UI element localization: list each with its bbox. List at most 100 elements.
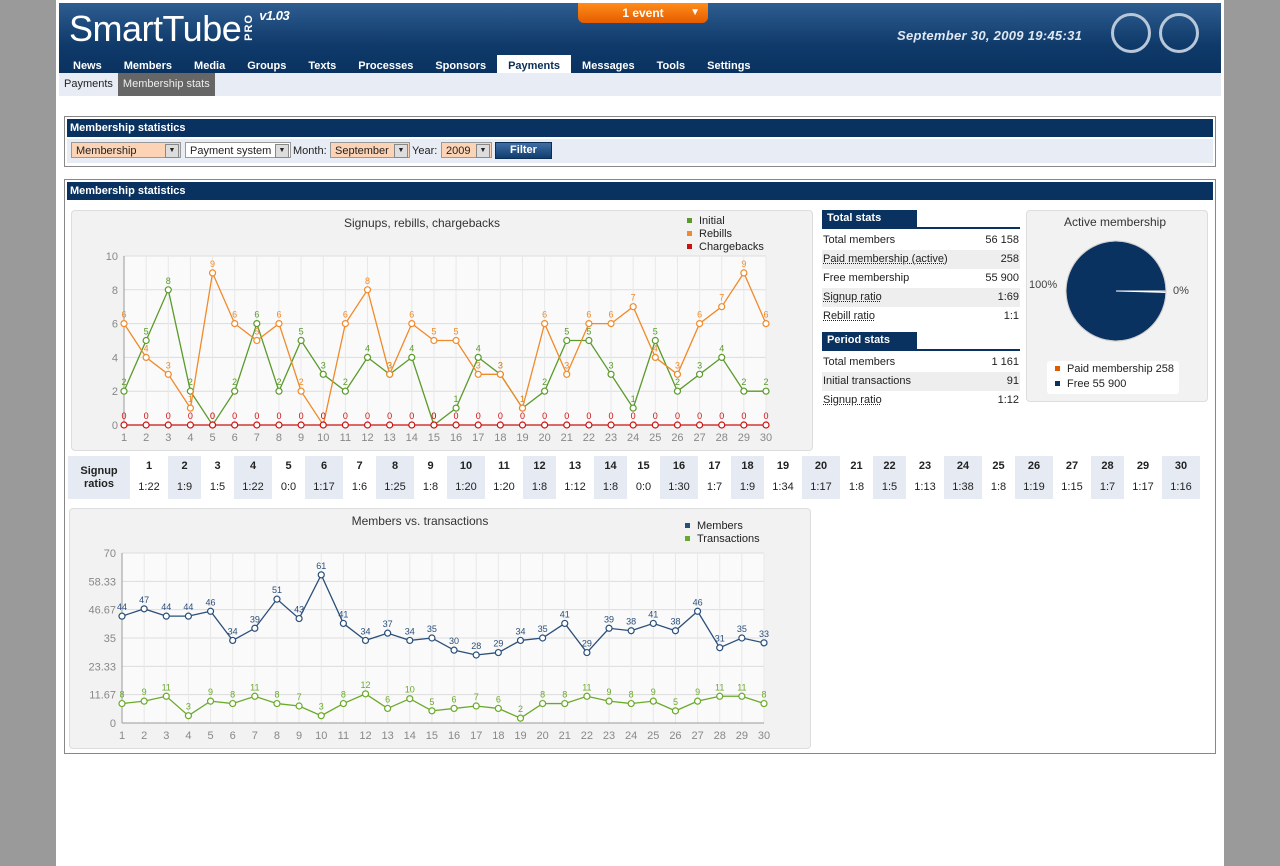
data-point <box>186 404 195 412</box>
data-label: 44 <box>161 602 171 612</box>
data-point <box>319 370 327 378</box>
pie-label: 100% <box>1029 279 1057 291</box>
nav-payments[interactable]: Payments <box>497 55 572 76</box>
data-label: 3 <box>697 360 702 370</box>
data-label: 0 <box>741 411 746 421</box>
data-label: 46 <box>693 597 703 607</box>
data-label: 30 <box>449 636 459 646</box>
data-point <box>583 648 591 657</box>
stat-label: Total members <box>823 356 896 368</box>
stat-label: Total members <box>823 234 896 246</box>
data-point <box>363 286 372 294</box>
legend-marker <box>685 523 690 528</box>
nav-groups[interactable]: Groups <box>247 60 287 72</box>
data-point <box>649 697 657 705</box>
stat-label[interactable]: Signup ratio <box>823 394 882 406</box>
x-tick-label: 29 <box>738 432 750 444</box>
x-tick-label: 13 <box>384 432 396 444</box>
year-select[interactable]: 2009 ▼ <box>441 142 492 158</box>
filter-panel: Membership statistics Membership ▼ Paymen… <box>64 116 1216 167</box>
ratio-value: 1:7 <box>706 481 723 493</box>
data-point <box>605 697 613 705</box>
data-point <box>231 319 239 328</box>
data-label: 6 <box>452 694 457 704</box>
ratio-day: 6 <box>320 460 328 472</box>
nav-sponsors[interactable]: Sponsors <box>435 60 487 72</box>
active-membership-svg: Active membership 100% 0% Paid membership 2… <box>1029 215 1189 394</box>
nav-texts[interactable]: Texts <box>308 60 337 72</box>
ratio-value: 1:17 <box>810 481 832 493</box>
data-label: 11 <box>737 682 746 692</box>
data-label: 1 <box>454 394 459 404</box>
nav-news[interactable]: News <box>73 60 102 72</box>
data-label: 2 <box>518 704 523 714</box>
ratio-day: 7 <box>356 460 363 472</box>
subnav-membership-stats[interactable]: Membership stats <box>117 73 215 96</box>
ratio-day: 9 <box>427 460 434 472</box>
subnav-payments[interactable]: Payments <box>64 78 113 90</box>
ratio-day: 14 <box>604 460 617 472</box>
data-label: 8 <box>562 690 567 700</box>
data-label: 2 <box>343 377 348 387</box>
data-point <box>317 571 325 579</box>
ratio-cell: 22 1:5 <box>873 456 906 499</box>
data-label: 5 <box>454 327 459 337</box>
filter-button[interactable]: Filter <box>495 142 552 159</box>
data-label: 1 <box>520 394 525 404</box>
data-label: 1 <box>631 394 636 404</box>
ratio-value: 1:13 <box>914 481 936 493</box>
filter-bar: Membership ▼ Payment system ▼ Month: Septe… <box>67 139 1213 163</box>
data-point <box>607 319 615 328</box>
stat-label[interactable]: Signup ratio <box>823 291 882 303</box>
data-label: 0 <box>188 411 193 421</box>
data-label: 0 <box>299 411 304 421</box>
user-icon[interactable] <box>1159 13 1199 53</box>
x-tick-label: 5 <box>209 432 215 444</box>
x-tick-label: 9 <box>296 730 302 742</box>
data-point <box>406 636 414 645</box>
nav-media[interactable]: Media <box>194 60 226 72</box>
payment-system-select[interactable]: Payment system ▼ <box>185 142 291 158</box>
ratio-value: 1:9 <box>176 481 193 493</box>
stat-label[interactable]: Rebill ratio <box>823 310 875 322</box>
x-tick-label: 2 <box>141 730 147 742</box>
logo[interactable]: SmartTube PRO v1.03 <box>69 8 290 50</box>
data-point <box>673 387 682 395</box>
nav-processes[interactable]: Processes <box>358 60 414 72</box>
nav-settings[interactable]: Settings <box>707 60 751 72</box>
month-select[interactable]: September ▼ <box>330 142 410 158</box>
stat-label[interactable]: Paid membership (active) <box>823 253 948 265</box>
data-label: 34 <box>405 626 415 636</box>
x-tick-label: 1 <box>121 432 127 444</box>
y-tick-label: 4 <box>112 352 118 364</box>
data-label: 39 <box>604 614 614 624</box>
type-select[interactable]: Membership ▼ <box>71 142 181 158</box>
data-point <box>673 370 682 378</box>
nav-tools[interactable]: Tools <box>656 60 686 72</box>
data-label: 0 <box>609 411 614 421</box>
events-dropdown[interactable]: 1 event ▼ <box>578 3 708 23</box>
ratio-value: 1:20 <box>493 481 515 493</box>
data-point <box>118 612 126 620</box>
data-point <box>275 387 283 395</box>
data-point <box>164 286 172 294</box>
x-tick-label: 17 <box>472 432 484 444</box>
support-icon[interactable] <box>1111 13 1151 53</box>
ratio-cell: 17 1:7 <box>698 456 731 499</box>
y-tick-label: 8 <box>112 285 118 297</box>
data-point <box>206 697 215 705</box>
data-label: 7 <box>719 293 724 303</box>
x-tick-label: 10 <box>315 730 327 742</box>
y-tick-label: 2 <box>112 386 118 398</box>
stat-value: 91 <box>1006 375 1019 387</box>
data-label: 8 <box>274 690 279 700</box>
data-label: 0 <box>276 411 281 421</box>
ratio-value: 1:19 <box>1023 481 1045 493</box>
data-point <box>474 370 482 378</box>
nav-members[interactable]: Members <box>123 60 173 72</box>
data-label: 0 <box>321 411 326 421</box>
data-label: 4 <box>409 343 414 353</box>
total-stats-title: Total stats <box>822 210 917 227</box>
nav-messages[interactable]: Messages <box>582 60 635 72</box>
